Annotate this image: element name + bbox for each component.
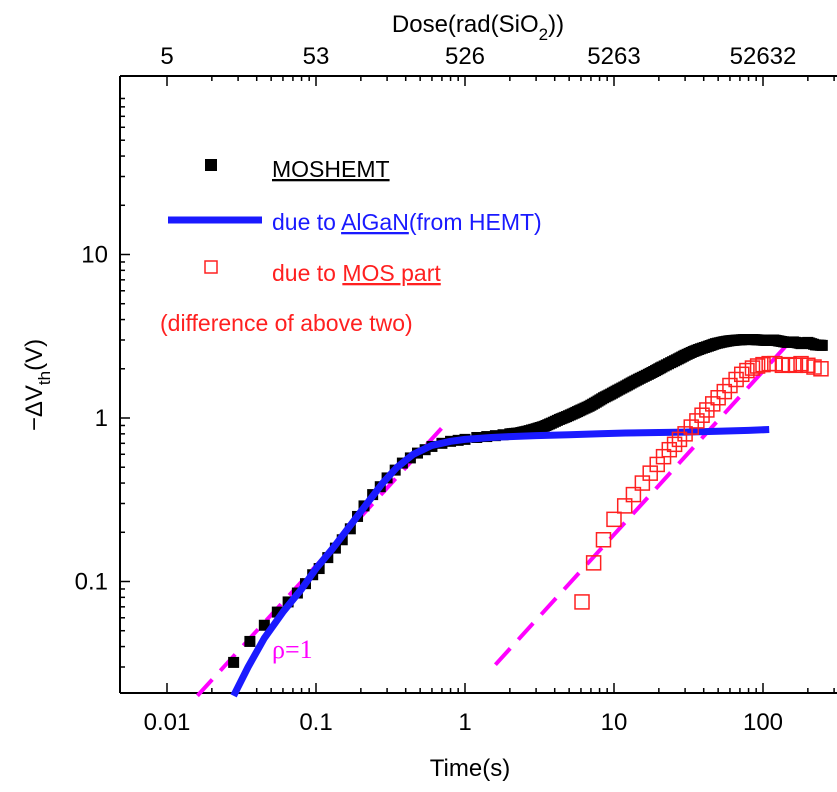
- legend-mos-note: (difference of above two): [160, 310, 413, 336]
- legend-algan-prefix: due to: [272, 209, 341, 235]
- mos-point: [800, 357, 816, 374]
- top-axis-title-main: Dose(rad(SiO: [392, 11, 539, 38]
- mos-point: [666, 436, 683, 453]
- mos-point: [574, 594, 590, 610]
- legend-mos-marker: [204, 260, 218, 274]
- top-tick-label: 5: [160, 43, 173, 70]
- mos-point: [634, 475, 651, 491]
- top-axis-title-end: )): [548, 11, 564, 38]
- mos-point: [744, 360, 761, 376]
- top-tick-label: 53: [303, 43, 330, 70]
- legend: MOSHEMT due to AlGaN(from HEMT) due to M…: [160, 156, 542, 336]
- legend-algan-label: due to AlGaN(from HEMT): [272, 209, 542, 235]
- top-tick-label: 52632: [730, 43, 797, 70]
- mos-point: [606, 511, 622, 528]
- top-tick-label: 526: [445, 43, 485, 70]
- x-tick-label: 1: [458, 709, 471, 736]
- x-tick-label: 10: [601, 709, 628, 736]
- y-axis-title: −ΔVth(V): [21, 339, 54, 431]
- mos-point: [813, 361, 829, 377]
- legend-moshemt-marker: [205, 159, 217, 171]
- top-tick-label: 5263: [587, 43, 640, 70]
- legend-algan-underlined: AlGaN: [341, 209, 409, 235]
- mos-point: [787, 357, 804, 374]
- moshemt-point: [271, 606, 283, 618]
- x-axis-title: Time(s): [430, 755, 510, 782]
- legend-mos-prefix: due to: [272, 260, 342, 286]
- mos-point: [683, 419, 700, 435]
- moshemt-point: [258, 619, 270, 631]
- mos-point: [689, 413, 705, 429]
- mos-point: [694, 407, 710, 423]
- top-axis-title: Dose(rad(SiO2)): [392, 11, 564, 44]
- mos-point: [728, 371, 744, 388]
- mos-point: [716, 383, 733, 400]
- moshemt-point: [228, 656, 240, 668]
- top-axis-title-sub: 2: [539, 25, 548, 44]
- rho-annotation: ρ=1: [272, 635, 313, 664]
- x-tick-label: 0.01: [144, 709, 191, 736]
- mos-point: [585, 555, 602, 571]
- legend-mos-underlined: MOS part: [342, 260, 441, 286]
- moshemt-point: [815, 339, 827, 351]
- tick-labels: 0.01 0.1 1 10 100 0.1 1 10 5 53 526 5263 52632: [75, 43, 797, 736]
- mos-point: [616, 498, 633, 514]
- mos-point: [710, 390, 726, 406]
- mos-point: [595, 532, 612, 548]
- y-axis-title-unit: (V): [21, 339, 48, 371]
- algan-line: [230, 426, 770, 698]
- mos-point: [625, 486, 642, 503]
- y-axis-title-main: −ΔV: [21, 385, 48, 431]
- fit-line: [493, 341, 791, 667]
- x-tick-label: 100: [743, 709, 783, 736]
- mos-point: [733, 366, 750, 383]
- y-tick-label: 1: [95, 405, 108, 432]
- mos-point: [755, 356, 771, 373]
- mos-point: [671, 431, 688, 448]
- mos-point: [722, 377, 738, 394]
- mos-point: [699, 402, 715, 418]
- moshemt-point: [244, 635, 256, 647]
- legend-algan-suffix: (from HEMT): [409, 209, 542, 235]
- legend-mos-label: due to MOS part: [272, 260, 441, 286]
- y-tick-label: 0.1: [75, 569, 108, 596]
- y-tick-label: 10: [81, 242, 108, 269]
- mos-point: [739, 362, 755, 379]
- axis-ticks: [120, 76, 835, 693]
- mos-point: [705, 396, 721, 412]
- mos-point: [661, 441, 678, 458]
- x-tick-label: 0.1: [299, 709, 332, 736]
- mos-series: [574, 355, 829, 610]
- y-axis-title-sub: th: [35, 371, 54, 385]
- legend-moshemt-label: MOSHEMT: [272, 156, 390, 182]
- mos-point: [749, 358, 766, 374]
- algan-series: [230, 426, 770, 698]
